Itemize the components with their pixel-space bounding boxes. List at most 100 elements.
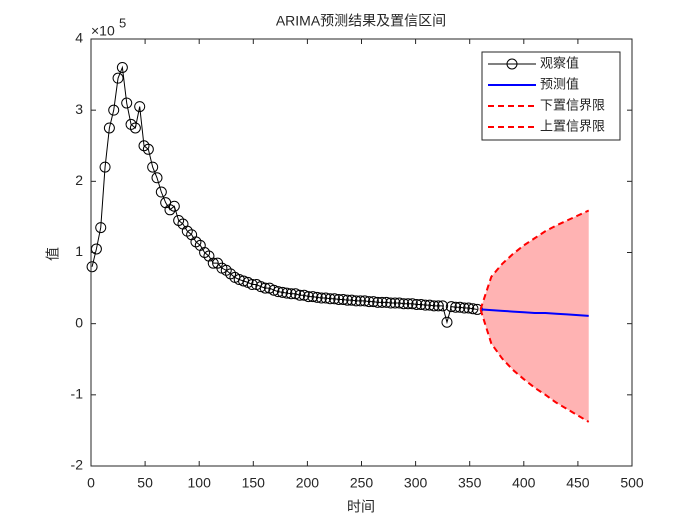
x-tick-label: 50 [137,475,153,491]
data-point [328,293,340,305]
data-point [437,300,449,312]
data-point [112,72,124,84]
data-point [450,301,462,313]
legend-box [481,51,621,141]
series-line [479,309,590,423]
data-point [341,294,353,306]
data-point [354,295,366,307]
data-point [415,298,427,310]
data-point [277,286,289,298]
data-point [86,261,98,273]
data-point [116,61,128,73]
data-point [259,282,271,294]
data-point [385,297,397,309]
data-point [346,294,358,306]
data-point [363,296,375,308]
y-axis-label: 值 [45,247,61,261]
x-tick-label: 100 [188,475,212,491]
y-tick-label: -1 [71,386,84,402]
data-point [298,289,310,301]
data-point [108,104,120,116]
data-point [285,288,297,300]
data-point [445,301,457,313]
chart-title: ARIMA预测结果及置信区间 [276,13,446,29]
series-line [480,308,589,317]
data-point [151,172,163,184]
data-point [99,161,111,173]
data-point [255,281,267,293]
legend-label: 预测值 [540,76,579,91]
y-tick-label: 1 [75,243,83,259]
data-point [454,301,466,313]
data-point [147,161,159,173]
data-point [441,316,453,328]
data-point [424,299,436,311]
y-tick-label: 3 [75,101,83,117]
data-point [393,297,405,309]
data-point [389,297,401,309]
data-point [168,200,180,212]
x-tick-label: 400 [512,475,536,491]
y-exponent-base: ×10 [91,23,115,39]
legend-marker [506,58,518,70]
data-point [134,101,146,113]
data-point [103,122,115,134]
data-point [337,293,349,305]
data-point [406,298,418,310]
data-point [463,302,475,314]
x-tick-label: 300 [404,475,428,491]
data-point [272,286,284,298]
data-point [380,296,392,308]
y-exponent-power: 5 [119,15,126,30]
confidence-band [480,210,589,422]
data-point [324,293,336,305]
x-axis-label: 时间 [347,499,375,515]
y-tick-label: 4 [75,30,83,46]
x-tick-label: 150 [242,475,266,491]
y-tick-label: 2 [75,172,83,188]
data-point [207,257,219,269]
data-point [432,300,444,312]
series-line [91,65,478,325]
data-point [333,293,345,305]
data-point [268,284,280,296]
data-point [281,287,293,299]
data-point [467,303,479,315]
y-tick-label: -2 [71,457,84,473]
data-point [411,298,423,310]
x-tick-label: 450 [566,475,590,491]
data-point [129,122,141,134]
legend-label: 下置信界限 [540,97,605,112]
x-tick-label: 0 [87,475,95,491]
data-point [289,288,301,300]
data-point [121,97,133,109]
data-point [372,296,384,308]
legend-label: 上置信界限 [540,118,605,133]
data-point [315,292,327,304]
data-point [246,279,258,291]
series-line [479,209,590,310]
data-point [458,302,470,314]
data-point [307,291,319,303]
x-tick-label: 200 [296,475,320,491]
x-tick-label: 350 [458,475,482,491]
data-point [142,143,154,155]
x-tick-label: 250 [350,475,374,491]
data-point [302,291,314,303]
x-tick-label: 500 [620,475,644,491]
data-point [350,295,362,307]
data-point [419,299,431,311]
data-point [95,222,107,234]
data-point [155,186,167,198]
data-point [428,300,440,312]
y-tick-label: 0 [75,314,83,330]
data-point [320,292,332,304]
data-point [294,289,306,301]
data-point [398,298,410,310]
data-point [311,291,323,303]
data-point [376,296,388,308]
data-point [367,296,379,308]
legend-label: 观察值 [540,55,579,70]
data-point [359,295,371,307]
